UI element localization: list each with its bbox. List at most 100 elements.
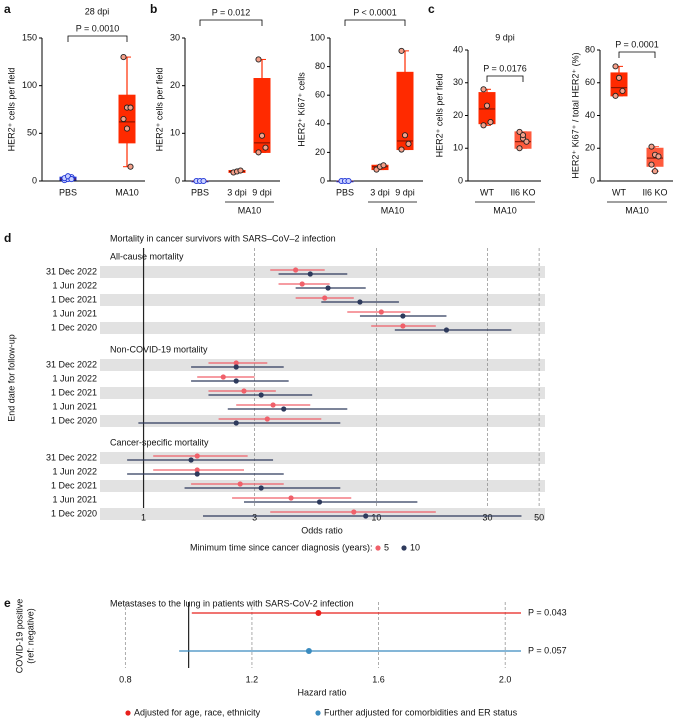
x-tick-label: 50 <box>534 512 544 522</box>
x-tick-label: Il6 KO <box>510 187 535 197</box>
row-label: 1 Dec 2020 <box>51 415 97 425</box>
data-point <box>612 63 619 70</box>
panel-title: 28 dpi <box>85 6 110 16</box>
row-band <box>100 387 545 399</box>
x-tick-label: 30 <box>482 512 492 522</box>
estimate <box>443 327 450 333</box>
x-tick-label: Il6 KO <box>642 187 667 197</box>
y-tick-label: 0 <box>458 175 463 185</box>
y-tick-label: 40 <box>315 118 325 128</box>
estimate <box>188 457 194 463</box>
significance-bracket <box>486 75 524 82</box>
y-tick-label: 40 <box>453 44 463 54</box>
data-point <box>68 176 75 183</box>
data-point <box>200 177 207 185</box>
data-point <box>619 87 626 94</box>
estimate <box>315 610 322 616</box>
data-point <box>398 146 405 153</box>
panel-letter: d <box>4 231 11 245</box>
group-label: MA10 <box>381 205 405 215</box>
row-band <box>100 415 545 427</box>
data-point <box>648 143 655 150</box>
data-point <box>480 86 487 93</box>
data-point <box>648 161 655 168</box>
estimate <box>270 402 276 408</box>
estimate <box>241 388 247 394</box>
y-tick-label: 100 <box>22 80 37 90</box>
p-value: P < 0.0001 <box>353 7 397 17</box>
row-label: 1 Dec 2021 <box>51 480 97 490</box>
data-point <box>487 119 494 126</box>
panel-title: 9 dpi <box>495 32 515 42</box>
row-label: 1 Jun 2021 <box>52 494 97 504</box>
y-tick-label: 0 <box>320 175 325 185</box>
estimate <box>233 420 239 426</box>
estimate <box>316 499 323 505</box>
estimate <box>293 267 299 273</box>
estimate <box>258 485 264 491</box>
data-point <box>127 163 134 170</box>
y-axis-label: COVID-19 positive <box>14 599 24 674</box>
legend-marker <box>315 710 321 716</box>
y-axis-label: HER2⁺ Ki67⁺ cells <box>296 72 306 147</box>
x-tick-label: 1 <box>141 512 146 522</box>
row-label: 1 Dec 2021 <box>51 294 97 304</box>
p-value: P = 0.057 <box>528 645 567 655</box>
row-band <box>100 480 545 492</box>
data-point <box>120 115 127 123</box>
data-point <box>127 104 134 111</box>
estimate <box>220 374 226 380</box>
legend-marker <box>401 545 407 551</box>
p-value: P = 0.0001 <box>615 39 659 49</box>
y-axis-label: HER2⁺ cells per field <box>434 74 444 158</box>
y-tick-label: 30 <box>170 32 180 42</box>
p-value: P = 0.043 <box>528 607 567 617</box>
x-tick-label: PBS <box>191 187 209 197</box>
data-point <box>398 47 405 54</box>
y-axis-label: HER2⁺ Ki67⁺ / total HER2⁺ (%) <box>570 52 580 178</box>
x-tick-label: 1.2 <box>246 674 259 684</box>
chart-title: Metastases to the lung in patients with … <box>110 598 354 608</box>
row-label: 1 Jun 2022 <box>52 280 97 290</box>
data-point <box>612 92 619 99</box>
data-point <box>258 132 266 139</box>
y-tick-label: 20 <box>453 110 463 120</box>
data-point <box>523 138 530 145</box>
row-label: 1 Jun 2022 <box>52 373 97 383</box>
x-tick-label: 3 dpi <box>227 187 247 197</box>
y-tick-label: 60 <box>315 90 325 100</box>
data-point <box>345 177 352 185</box>
p-value: P = 0.0176 <box>483 63 527 73</box>
row-band <box>100 452 545 464</box>
panel-letter: c <box>428 2 435 16</box>
estimate <box>307 271 313 277</box>
data-point <box>480 122 487 129</box>
estimate <box>378 309 384 315</box>
legend-label: 10 <box>410 542 420 552</box>
estimate <box>194 467 200 473</box>
estimate <box>363 513 369 519</box>
box <box>253 78 271 153</box>
estimate <box>322 295 328 301</box>
row-label: 1 Dec 2021 <box>51 387 97 397</box>
estimate <box>264 416 270 422</box>
panel-letter: a <box>4 2 11 16</box>
estimate <box>258 392 264 398</box>
x-tick-label: WT <box>480 187 494 197</box>
data-point <box>120 54 127 61</box>
x-tick-label: 1.6 <box>372 674 385 684</box>
panel-letter: b <box>150 2 157 16</box>
y-tick-label: 30 <box>453 77 463 87</box>
row-label: 1 Jun 2021 <box>52 401 97 411</box>
x-axis-label: Odds ratio <box>301 525 343 535</box>
group-label: MA10 <box>493 205 517 215</box>
significance-bracket <box>618 51 656 58</box>
estimate <box>233 378 239 384</box>
estimate <box>299 281 305 287</box>
y-tick-label: 0 <box>32 175 37 185</box>
y-tick-label: 20 <box>315 147 325 157</box>
estimate <box>281 406 287 412</box>
y-tick-label: 80 <box>315 61 325 71</box>
data-point <box>516 145 523 152</box>
data-point <box>519 132 527 139</box>
